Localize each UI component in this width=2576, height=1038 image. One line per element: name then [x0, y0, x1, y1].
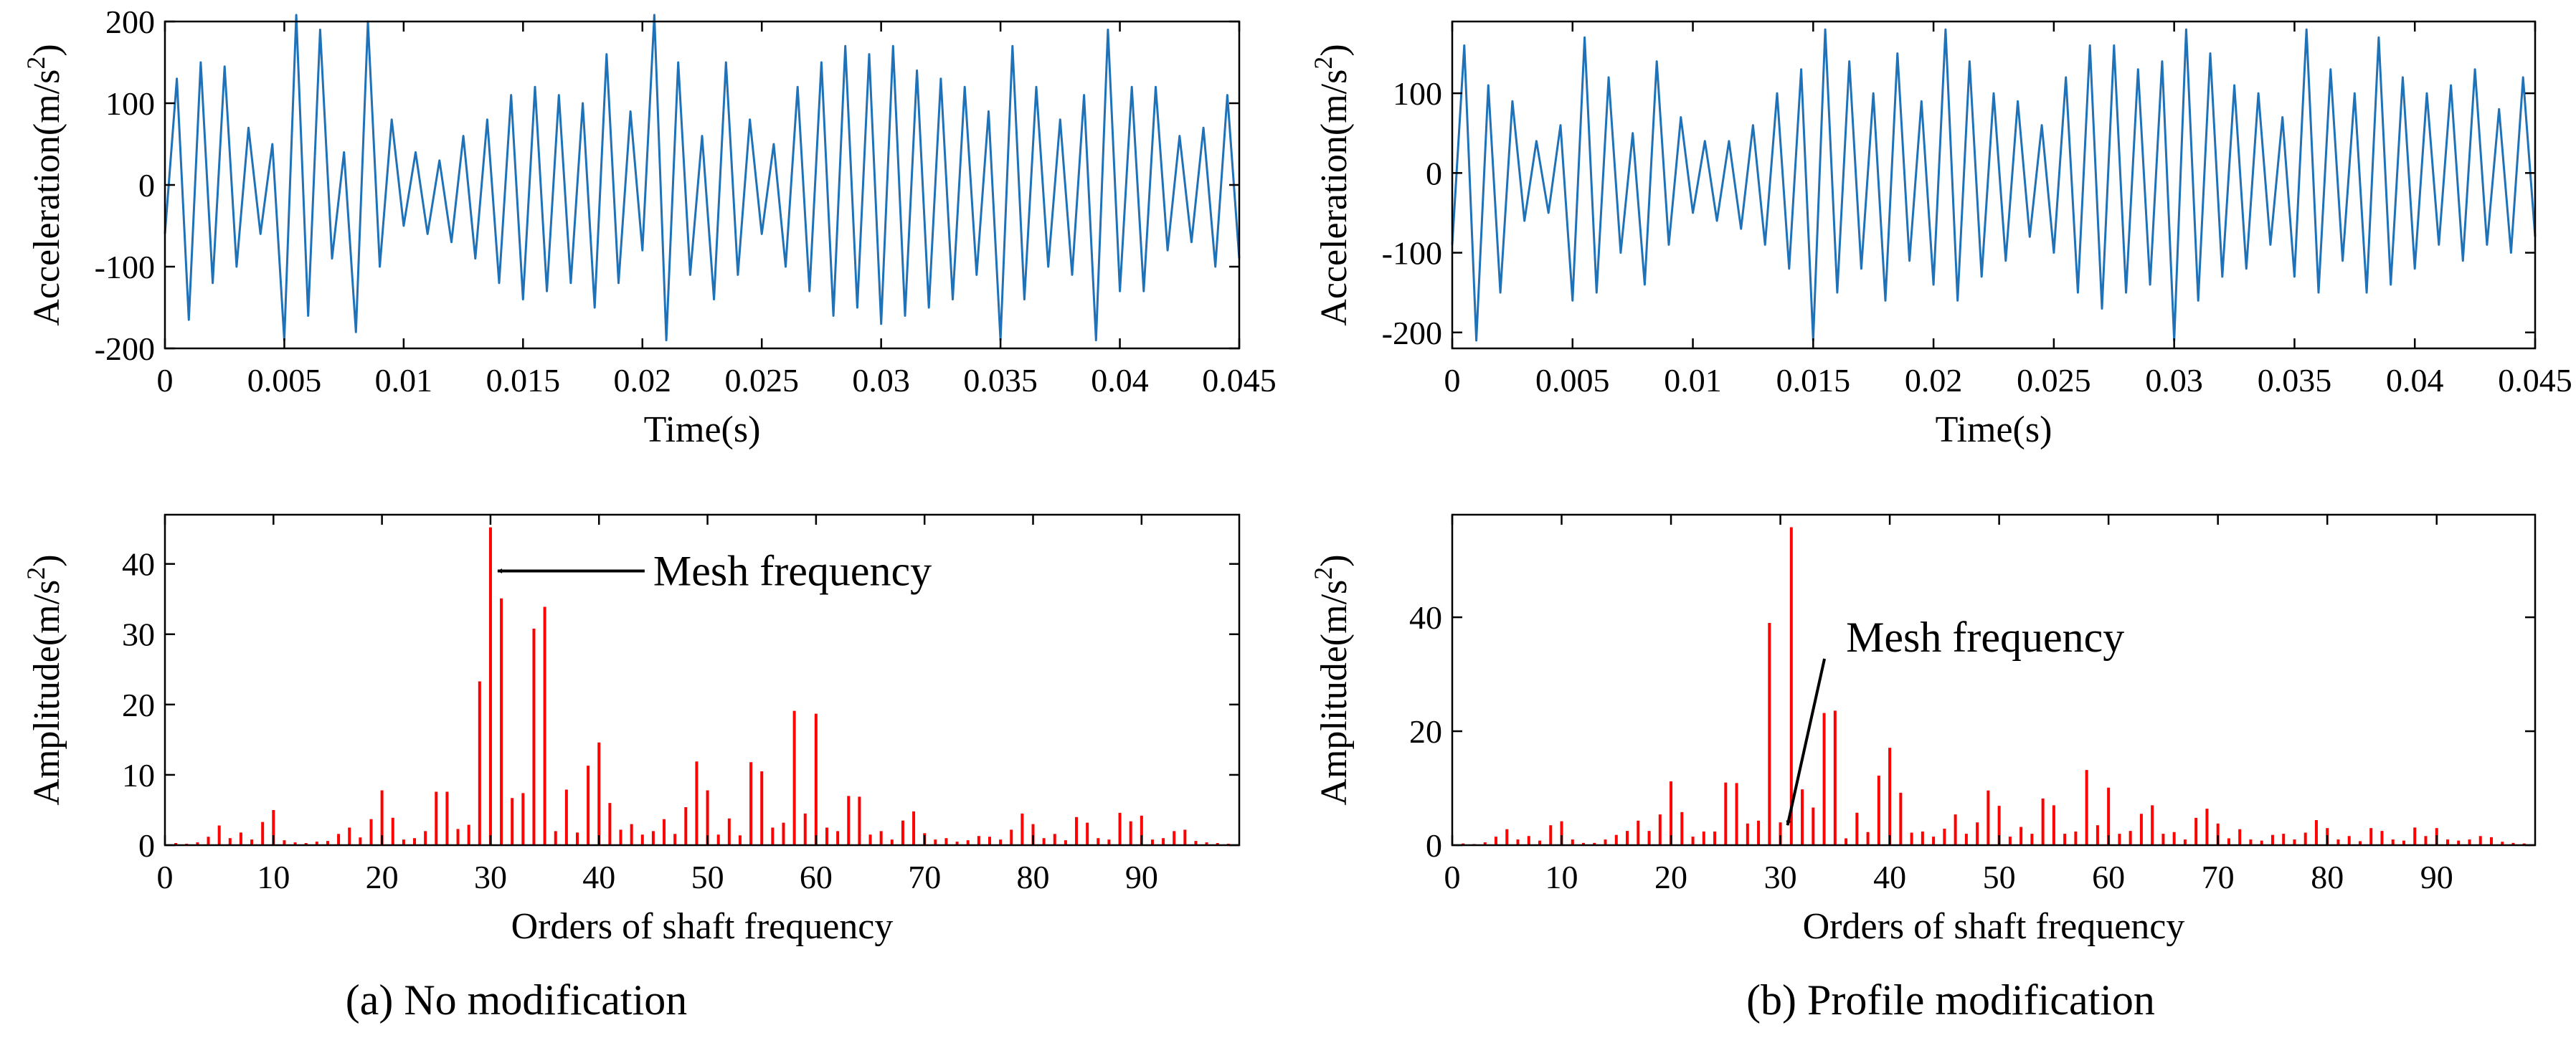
y-axis-label: Amplitude(m/s2)	[1309, 554, 1355, 805]
x-tick-label: 0.01	[375, 362, 433, 399]
x-tick-label: 10	[1545, 859, 1578, 895]
x-axis-label: Orders of shaft frequency	[1803, 906, 2185, 947]
y-tick-label: -200	[95, 330, 155, 367]
plot-frame	[164, 513, 1241, 847]
y-axis-label-main: Amplitude(m/s	[27, 580, 67, 806]
y-tick-label: -100	[95, 249, 155, 285]
x-axis-label: Time(s)	[644, 409, 761, 450]
series-line	[1451, 28, 2537, 342]
x-tick-label: 20	[1654, 859, 1687, 895]
y-tick-label: 10	[122, 757, 155, 794]
y-tick-label: 20	[1409, 713, 1442, 750]
waveform-series-a	[164, 14, 1241, 342]
x-tick-label: 0.035	[963, 362, 1038, 399]
y-axis-label: Amplitude(m/s2)	[22, 554, 67, 805]
x-tick-label: 20	[366, 859, 399, 895]
y-tick-label: 0	[138, 167, 155, 204]
x-tick-label: 60	[800, 859, 833, 895]
x-tick-label: 0.04	[1091, 362, 1149, 399]
axis-ticks: 0 0.005 0.01 0.015 0.02 0.025 0.03 0.035 0.04 0.0…	[1382, 22, 2572, 399]
y-tick-label: -100	[1382, 235, 1442, 272]
y-tick-label: 20	[122, 687, 155, 723]
caption-a: (a) No modification	[346, 976, 688, 1024]
x-tick-label: 0	[157, 362, 174, 399]
mesh-frequency-arrow	[1786, 658, 1827, 826]
x-tick-label: 90	[1125, 859, 1158, 895]
series-line	[164, 14, 1241, 342]
y-axis-label: Acceleration(m/s2)	[1309, 44, 1355, 325]
y-tick-label: 40	[122, 546, 155, 583]
x-axis-label: Orders of shaft frequency	[511, 906, 894, 947]
y-tick-label: 0	[1426, 155, 1442, 191]
panel-a-spectrum: 0 10 20 30 40 50 60 70 80 90 0 10 20 30 40 Orders of s…	[22, 513, 1241, 947]
x-tick-label: 90	[2420, 859, 2453, 895]
x-tick-label: 60	[2092, 859, 2125, 895]
panel-b-spectrum: 0 10 20 30 40 50 60 70 80 90 0 20 40 Orders of shaft…	[1309, 513, 2537, 947]
axis-ticks: 0 10 20 30 40 50 60 70 80 90 0 20 40	[1409, 515, 2535, 895]
x-tick-label: 0	[1444, 362, 1461, 399]
axis-ticks: 0 0.005 0.01 0.015 0.02 0.025 0.03 0.035 0.04 0.0…	[95, 4, 1277, 399]
x-tick-label: 50	[691, 859, 724, 895]
x-tick-label: 0.03	[852, 362, 910, 399]
x-tick-label: 70	[2202, 859, 2235, 895]
x-tick-label: 0.025	[2017, 362, 2091, 399]
x-tick-label: 0.04	[2386, 362, 2444, 399]
x-tick-label: 50	[1983, 859, 2016, 895]
y-tick-label: 0	[1426, 827, 1442, 864]
x-tick-label: 40	[582, 859, 615, 895]
x-tick-label: 0.015	[1776, 362, 1851, 399]
x-tick-label: 70	[908, 859, 941, 895]
y-axis-label-close: )	[1314, 554, 1355, 566]
y-axis-label-close: )	[27, 44, 67, 56]
caption-b: (b) Profile modification	[1746, 976, 2155, 1024]
y-axis-label-superscript: 2	[22, 567, 50, 580]
x-tick-label: 0	[157, 859, 174, 895]
y-axis-label-superscript: 2	[22, 57, 50, 70]
y-axis-label-superscript: 2	[1309, 57, 1337, 70]
x-tick-label: 80	[1017, 859, 1050, 895]
x-tick-label: 0.015	[486, 362, 561, 399]
mesh-frequency-annotation: Mesh frequency	[1846, 614, 2124, 661]
x-tick-label: 30	[474, 859, 507, 895]
plot-frame	[1451, 20, 2537, 350]
waveform-series-b	[1451, 28, 2537, 342]
y-axis-label-main: Amplitude(m/s	[1314, 580, 1355, 806]
y-tick-label: -200	[1382, 315, 1442, 351]
x-tick-label: 0.01	[1664, 362, 1722, 399]
x-tick-label: 0.045	[2498, 362, 2572, 399]
y-tick-label: 200	[105, 4, 155, 40]
axis-ticks: 0 10 20 30 40 50 60 70 80 90 0 10 20 30 40	[122, 515, 1239, 895]
x-tick-label: 0.02	[1905, 362, 1963, 399]
x-axis-label: Time(s)	[1936, 409, 2052, 450]
y-tick-label: 0	[138, 827, 155, 864]
y-tick-label: 100	[1393, 75, 1442, 112]
x-tick-label: 0.03	[2145, 362, 2203, 399]
y-axis-label-superscript: 2	[1309, 567, 1337, 580]
mesh-frequency-annotation: Mesh frequency	[653, 547, 932, 594]
x-tick-label: 40	[1873, 859, 1906, 895]
x-tick-label: 0.045	[1202, 362, 1277, 399]
x-tick-label: 30	[1764, 859, 1797, 895]
x-tick-label: 0	[1444, 859, 1461, 895]
x-tick-label: 0.005	[247, 362, 322, 399]
x-tick-label: 80	[2311, 859, 2344, 895]
y-axis-label-close: )	[1314, 44, 1355, 56]
y-tick-label: 40	[1409, 599, 1442, 636]
spectrum-bars-b	[1462, 527, 2526, 845]
y-tick-label: 100	[105, 85, 155, 122]
x-tick-label: 0.02	[614, 362, 672, 399]
y-axis-label-main: Acceleration(m/s	[27, 70, 67, 326]
x-tick-label: 0.025	[724, 362, 799, 399]
y-axis-label: Acceleration(m/s2)	[22, 44, 67, 325]
y-axis-label-close: )	[27, 554, 67, 566]
y-tick-label: 30	[122, 616, 155, 653]
panel-b-time-waveform: 0 0.005 0.01 0.015 0.02 0.025 0.03 0.035 0.04 0.0…	[1309, 20, 2572, 450]
x-tick-label: 10	[257, 859, 290, 895]
y-axis-label-main: Acceleration(m/s	[1314, 70, 1355, 326]
x-tick-label: 0.035	[2258, 362, 2332, 399]
plot-frame	[1451, 513, 2537, 847]
panel-a-time-waveform: 0 0.005 0.01 0.015 0.02 0.025 0.03 0.035 0.04 0.0…	[22, 4, 1277, 450]
x-tick-label: 0.005	[1535, 362, 1610, 399]
